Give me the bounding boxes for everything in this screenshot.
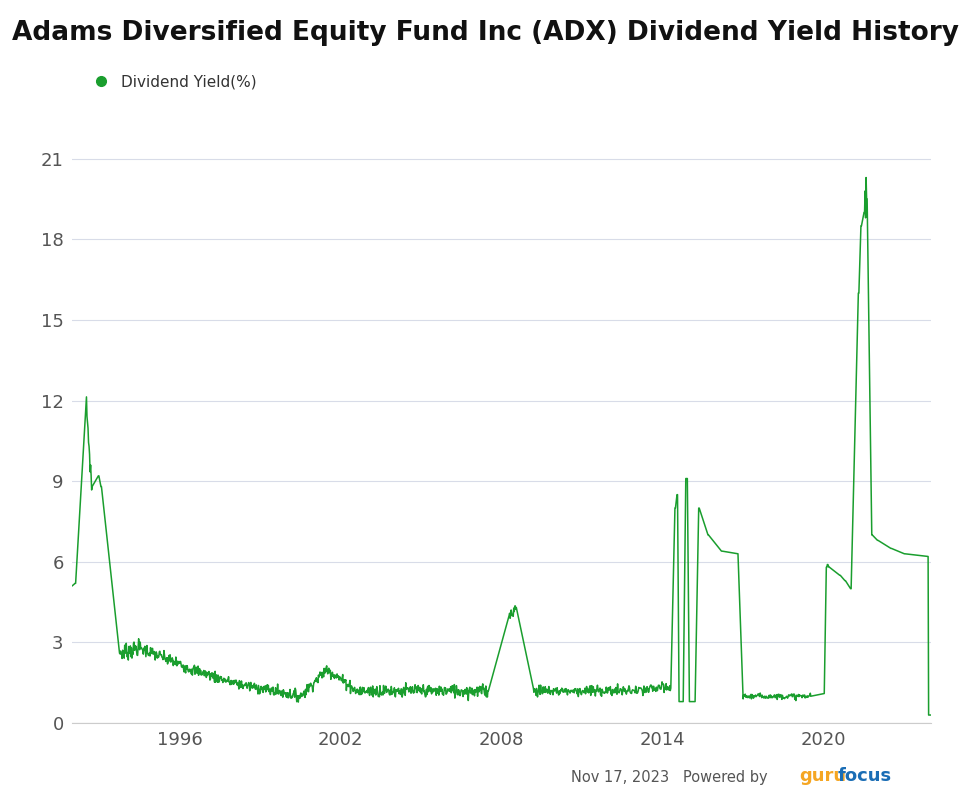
Text: Nov 17, 2023   Powered by: Nov 17, 2023 Powered by bbox=[571, 769, 773, 785]
Text: guru: guru bbox=[800, 766, 847, 785]
Text: focus: focus bbox=[838, 766, 892, 785]
Legend: Dividend Yield(%): Dividend Yield(%) bbox=[80, 69, 263, 96]
Text: Adams Diversified Equity Fund Inc (ADX) Dividend Yield History: Adams Diversified Equity Fund Inc (ADX) … bbox=[12, 20, 958, 46]
